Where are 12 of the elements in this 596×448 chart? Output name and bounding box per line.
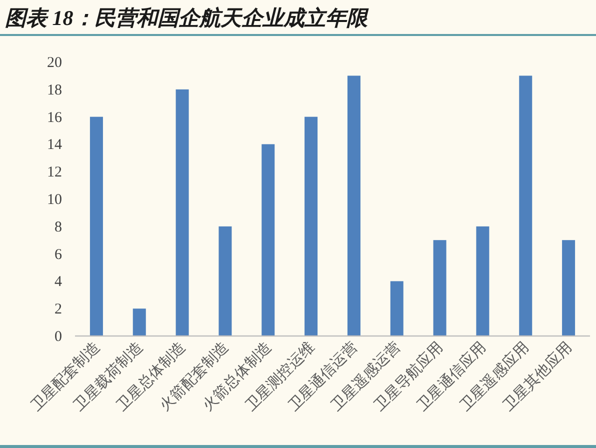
y-tick-label: 12	[47, 164, 62, 181]
y-tick-label: 18	[47, 82, 62, 98]
y-tick-label: 20	[47, 55, 62, 71]
y-tick-label: 10	[47, 192, 62, 208]
title: 图表 18：民营和国企航天企业成立年限	[5, 6, 368, 30]
y-tick-label: 6	[54, 246, 62, 263]
y-tick-label: 2	[54, 302, 62, 318]
y-tick-label: 4	[54, 274, 62, 290]
y-tick-label: 14	[47, 137, 62, 154]
y-tick-label: 0	[54, 329, 62, 345]
y-tick-label: 8	[54, 219, 62, 236]
y-tick-label: 16	[47, 110, 62, 126]
